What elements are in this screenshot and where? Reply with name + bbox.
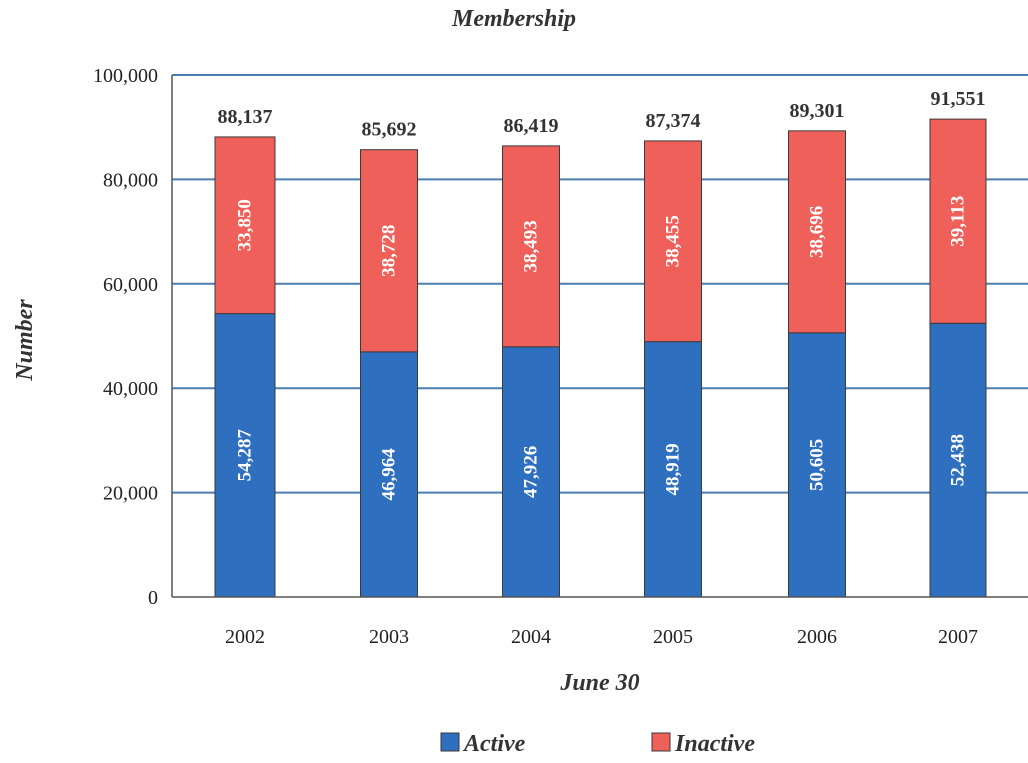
active-value-label: 47,926 [521,446,542,498]
active-bar [788,332,846,598]
y-tick-label: 60,000 [103,274,158,296]
inactive-value-label: 33,850 [235,199,256,251]
total-label: 87,374 [646,110,701,132]
inactive-value-label: 38,728 [379,225,400,277]
inactive-value-label: 38,455 [663,215,684,267]
y-tick-label: 80,000 [103,169,158,191]
axis-layer: 0 20,000 40,000 60,000 80,000 100,000 2002 2003… [93,65,1028,648]
total-label: 91,551 [931,88,986,110]
x-tick-label: 2007 [938,626,978,648]
active-legend-label: Active [462,731,526,757]
x-axis-title: June 30 [559,670,639,696]
active-bar [929,322,987,598]
y-tick-label: 0 [148,587,158,609]
total-label: 85,692 [362,119,417,141]
inactive-value-label: 38,493 [521,220,542,272]
x-tick-label: 2004 [511,626,551,648]
inactive-bar [788,130,846,334]
y-tick-label: 40,000 [103,378,158,400]
inactive-value-label: 38,696 [807,206,828,258]
inactive-bar [644,140,702,343]
inactive-legend-swatch [651,732,671,752]
y-tick-label: 100,000 [93,65,158,87]
inactive-bar [502,145,560,348]
active-bar [214,313,276,598]
total-label: 89,301 [790,100,845,122]
active-value-label: 48,919 [663,443,684,495]
active-legend-swatch [440,732,460,752]
x-tick-label: 2005 [653,626,693,648]
active-bar [644,341,702,598]
y-axis-title: Number [12,299,38,382]
active-value-label: 52,438 [948,434,969,486]
inactive-bar [360,149,418,353]
active-value-label: 54,287 [235,429,256,482]
inactive-bar [929,118,987,324]
active-value-label: 50,605 [807,439,828,491]
y-tick-label: 20,000 [103,483,158,505]
legend: Active Inactive [440,731,755,757]
chart-title: Membership [451,6,576,32]
x-tick-label: 2006 [797,626,837,648]
total-label: 88,137 [218,106,273,128]
total-label: 86,419 [504,115,559,137]
inactive-value-label: 39,113 [948,196,969,247]
grid-layer [172,74,1028,494]
active-value-label: 46,964 [379,448,400,501]
inactive-legend-label: Inactive [674,731,755,757]
x-tick-label: 2003 [369,626,409,648]
x-tick-label: 2002 [225,626,265,648]
inactive-bar [214,136,276,315]
bars-layer: 54,287 33,850 88,137 46,964 38,728 85,692 47,9… [214,88,987,598]
